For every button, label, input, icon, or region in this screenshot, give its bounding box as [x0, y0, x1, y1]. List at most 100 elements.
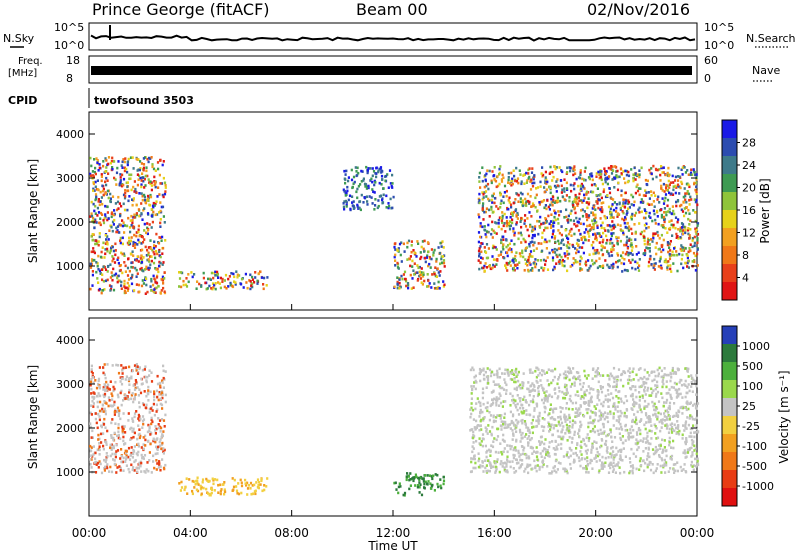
data-cell	[479, 379, 482, 383]
data-cell	[619, 456, 622, 459]
data-cell	[123, 231, 126, 234]
data-cell	[695, 464, 698, 468]
data-cell	[525, 200, 528, 204]
data-cell	[544, 450, 548, 454]
data-cell	[216, 478, 219, 482]
data-cell	[523, 222, 526, 225]
data-cell	[578, 192, 581, 196]
data-cell	[211, 282, 215, 285]
data-cell	[442, 259, 446, 262]
data-cell	[531, 205, 534, 208]
data-cell	[126, 189, 129, 193]
data-cell	[526, 217, 529, 220]
data-cell	[566, 391, 569, 395]
data-cell	[548, 472, 551, 475]
data-cell	[428, 257, 431, 260]
data-cell	[615, 385, 618, 388]
data-cell	[105, 452, 108, 455]
data-cell	[127, 287, 130, 290]
data-cell	[677, 179, 680, 182]
data-cell	[569, 265, 572, 268]
data-cell	[135, 212, 138, 215]
data-cell	[519, 383, 522, 387]
data-cell	[245, 281, 248, 284]
data-cell	[388, 169, 392, 172]
data-cell	[680, 383, 684, 387]
data-cell	[195, 488, 198, 492]
data-cell	[147, 389, 150, 392]
data-cell	[696, 203, 699, 207]
data-cell	[138, 367, 141, 371]
data-cell	[660, 264, 663, 268]
data-cell	[533, 385, 536, 388]
data-cell	[98, 287, 101, 291]
data-cell	[524, 423, 527, 426]
data-cell	[670, 385, 673, 389]
data-cell	[546, 451, 549, 454]
data-cell	[164, 186, 167, 189]
data-cell	[146, 461, 149, 464]
data-cell	[232, 485, 236, 489]
data-cell	[133, 383, 136, 386]
data-cell	[565, 208, 568, 212]
data-cell	[481, 391, 484, 395]
data-cell	[659, 173, 662, 177]
data-cell	[678, 252, 681, 256]
data-cell	[586, 456, 589, 459]
data-cell	[660, 267, 663, 270]
data-cell	[157, 270, 160, 274]
data-cell	[561, 188, 564, 192]
data-cell	[484, 190, 488, 193]
data-cell	[106, 455, 109, 458]
data-cell	[127, 241, 130, 244]
data-cell	[689, 173, 692, 176]
data-cell	[616, 188, 620, 192]
data-cell	[660, 233, 663, 237]
data-cell	[677, 166, 680, 170]
data-cell	[659, 255, 662, 259]
data-cell	[119, 437, 122, 440]
data-cell	[617, 396, 620, 400]
data-cell	[615, 383, 618, 386]
data-cell	[149, 180, 152, 183]
data-cell	[648, 197, 651, 200]
data-cell	[533, 262, 536, 266]
data-cell	[564, 392, 567, 396]
data-cell	[496, 369, 499, 373]
data-cell	[161, 407, 164, 410]
data-cell	[690, 380, 693, 384]
data-cell	[517, 181, 520, 185]
data-cell	[604, 259, 607, 262]
data-cell	[573, 207, 576, 211]
data-cell	[549, 203, 552, 207]
data-cell	[579, 420, 582, 424]
data-cell	[129, 230, 132, 234]
data-cell	[516, 217, 519, 220]
data-cell	[672, 262, 675, 265]
data-cell	[495, 401, 498, 404]
data-cell	[161, 434, 164, 438]
data-cell	[587, 216, 590, 219]
data-cell	[133, 190, 136, 193]
data-cell	[553, 407, 556, 411]
data-cell	[122, 202, 125, 206]
data-cell	[524, 262, 527, 265]
data-cell	[694, 230, 697, 233]
data-cell	[347, 198, 350, 202]
data-cell	[233, 478, 236, 482]
data-cell	[155, 459, 158, 462]
data-cell	[620, 194, 623, 197]
data-cell	[112, 213, 115, 217]
data-cell	[654, 445, 657, 449]
data-cell	[135, 369, 138, 372]
data-cell	[484, 466, 487, 470]
data-cell	[412, 286, 415, 289]
data-cell	[526, 429, 530, 432]
data-cell	[551, 203, 554, 207]
data-cell	[522, 407, 525, 410]
data-cell	[142, 282, 145, 285]
data-cell	[420, 245, 423, 249]
data-cell	[568, 367, 571, 371]
data-cell	[163, 425, 166, 428]
data-cell	[676, 253, 679, 257]
